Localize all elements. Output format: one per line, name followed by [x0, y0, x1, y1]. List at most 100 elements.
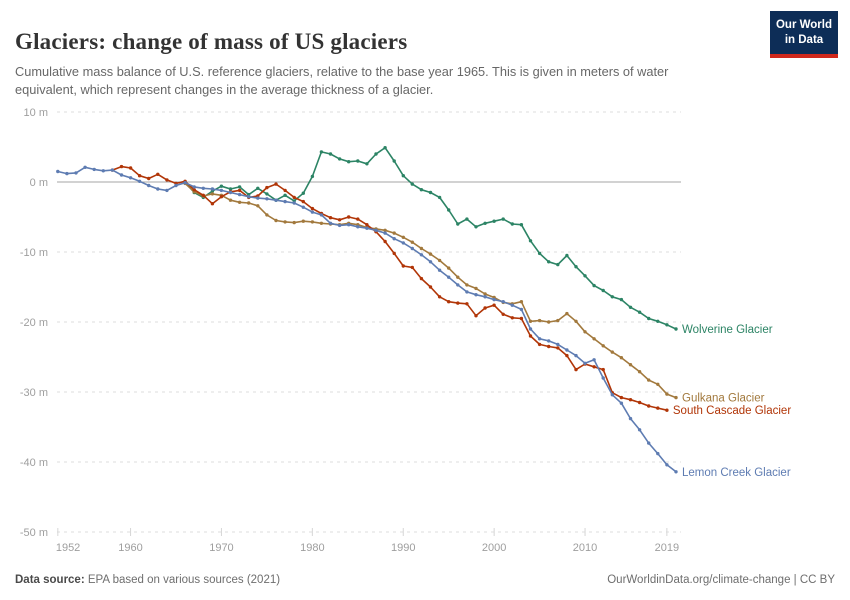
series-point-lemon-creek-glacier: [56, 169, 60, 174]
series-point-lemon-creek-glacier: [183, 181, 187, 185]
series-point-gulkana-glacier: [256, 204, 260, 208]
series-point-wolverine-glacier: [647, 316, 651, 321]
series-line-wolverine-glacier[interactable]: [184, 146, 677, 330]
series-point-gulkana-glacier: [410, 240, 414, 244]
series-point-gulkana-glacier: [274, 218, 278, 223]
x-tick-label-2010: 2010: [573, 542, 597, 554]
series-point-wolverine-glacier: [337, 157, 342, 161]
series-point-lemon-creek-glacier: [428, 260, 433, 264]
series-point-gulkana-glacier: [619, 356, 624, 360]
series-point-south-cascade-glacier: [519, 316, 524, 321]
x-tick-label-1970: 1970: [209, 542, 233, 554]
series-label-gulkana-glacier[interactable]: Gulkana Glacier: [682, 393, 765, 405]
series-point-wolverine-glacier: [374, 152, 378, 156]
series-point-lemon-creek-glacier: [456, 283, 460, 287]
series-point-lemon-creek-glacier: [510, 303, 514, 307]
series-point-wolverine-glacier: [528, 239, 533, 243]
chart-footer: Data source: EPA based on various source…: [15, 574, 835, 586]
series-point-south-cascade-glacier: [456, 301, 460, 305]
series-point-gulkana-glacier: [637, 370, 642, 374]
series-point-south-cascade-glacier: [592, 365, 596, 369]
series-point-gulkana-glacier: [456, 275, 460, 279]
series-point-gulkana-glacier: [210, 192, 215, 196]
series-point-lemon-creek-glacier: [583, 361, 587, 365]
x-tick-label-1990: 1990: [391, 542, 415, 554]
series-point-wolverine-glacier: [347, 160, 351, 164]
series-point-south-cascade-glacier: [310, 206, 315, 211]
series-point-lemon-creek-glacier: [365, 226, 369, 230]
series-point-lemon-creek-glacier: [347, 223, 351, 227]
series-point-wolverine-glacier: [428, 190, 433, 195]
series-point-lemon-creek-glacier: [637, 428, 642, 432]
series-point-gulkana-glacier: [483, 292, 487, 296]
series-point-south-cascade-glacier: [137, 174, 142, 178]
series-point-gulkana-glacier: [556, 318, 560, 323]
series-point-gulkana-glacier: [656, 382, 660, 386]
series-point-wolverine-glacier: [256, 186, 260, 190]
x-tick-label-1960: 1960: [118, 542, 142, 554]
series-point-wolverine-glacier: [665, 323, 669, 327]
series-point-gulkana-glacier: [474, 286, 478, 291]
series-line-south-cascade-glacier[interactable]: [111, 165, 668, 412]
series-line-lemon-creek-glacier[interactable]: [56, 166, 677, 473]
series-point-south-cascade-glacier: [165, 178, 169, 182]
series-point-lemon-creek-glacier: [192, 185, 196, 189]
series-point-gulkana-glacier: [283, 220, 287, 224]
series-point-gulkana-glacier: [592, 337, 596, 341]
series-point-lemon-creek-glacier: [256, 196, 260, 200]
credit-link[interactable]: OurWorldinData.org/climate-change | CC B…: [607, 574, 835, 586]
series-point-south-cascade-glacier: [647, 404, 651, 408]
series-point-south-cascade-glacier: [410, 265, 414, 270]
series-point-south-cascade-glacier: [219, 195, 224, 199]
series-point-lemon-creek-glacier: [483, 295, 487, 299]
series-label-south-cascade-glacier[interactable]: South Cascade Glacier: [673, 405, 791, 417]
owid-logo: Our World in Data: [770, 11, 838, 58]
series-point-gulkana-glacier: [665, 392, 669, 396]
series-point-lemon-creek-glacier: [165, 188, 169, 193]
series-point-wolverine-glacier: [619, 297, 624, 302]
x-tick-label-2000: 2000: [482, 542, 506, 554]
series-point-south-cascade-glacier: [447, 300, 451, 304]
y-tick-label--30m: -30 m: [20, 387, 48, 399]
series-point-gulkana-glacier: [519, 300, 524, 304]
series-point-south-cascade-glacier: [274, 182, 278, 186]
series-point-south-cascade-glacier: [128, 166, 133, 170]
series-point-gulkana-glacier: [547, 320, 551, 324]
series-point-lemon-creek-glacier: [447, 275, 451, 279]
series-point-south-cascade-glacier: [147, 176, 151, 181]
series-point-south-cascade-glacier: [419, 276, 424, 281]
series-point-lemon-creek-glacier: [401, 241, 405, 245]
series-point-gulkana-glacier: [565, 311, 569, 316]
series-label-wolverine-glacier[interactable]: Wolverine Glacier: [682, 324, 773, 336]
series-point-wolverine-glacier: [465, 217, 469, 221]
series-point-lemon-creek-glacier: [110, 168, 115, 172]
series-point-wolverine-glacier: [237, 185, 242, 189]
series-point-south-cascade-glacier: [301, 199, 305, 204]
series-point-lemon-creek-glacier: [356, 225, 360, 229]
y-tick-label-10m: 10 m: [24, 107, 48, 119]
y-tick-label--50m: -50 m: [20, 527, 48, 539]
series-point-south-cascade-glacier: [556, 346, 560, 350]
series-point-south-cascade-glacier: [665, 408, 669, 412]
series-point-south-cascade-glacier: [528, 334, 533, 338]
x-tick-label-2019: 2019: [655, 542, 679, 554]
series-point-wolverine-glacier: [301, 191, 305, 195]
series-point-lemon-creek-glacier: [592, 358, 596, 362]
series-point-south-cascade-glacier: [292, 195, 296, 200]
series-point-wolverine-glacier: [674, 327, 678, 331]
series-point-south-cascade-glacier: [474, 314, 478, 318]
series-point-wolverine-glacier: [501, 217, 505, 221]
series-point-wolverine-glacier: [510, 222, 514, 226]
series-point-south-cascade-glacier: [337, 218, 342, 222]
series-point-wolverine-glacier: [365, 162, 369, 166]
data-source-note: Data source: EPA based on various source…: [15, 574, 280, 586]
series-point-gulkana-glacier: [237, 200, 242, 204]
series-point-lemon-creek-glacier: [519, 307, 524, 312]
series-point-lemon-creek-glacier: [619, 401, 624, 405]
series-point-lemon-creek-glacier: [610, 393, 614, 397]
series-label-lemon-creek-glacier[interactable]: Lemon Creek Glacier: [682, 467, 791, 479]
series-point-south-cascade-glacier: [383, 239, 387, 244]
series-point-wolverine-glacier: [219, 184, 224, 188]
series-point-lemon-creek-glacier: [374, 228, 378, 232]
series-point-south-cascade-glacier: [119, 164, 124, 169]
